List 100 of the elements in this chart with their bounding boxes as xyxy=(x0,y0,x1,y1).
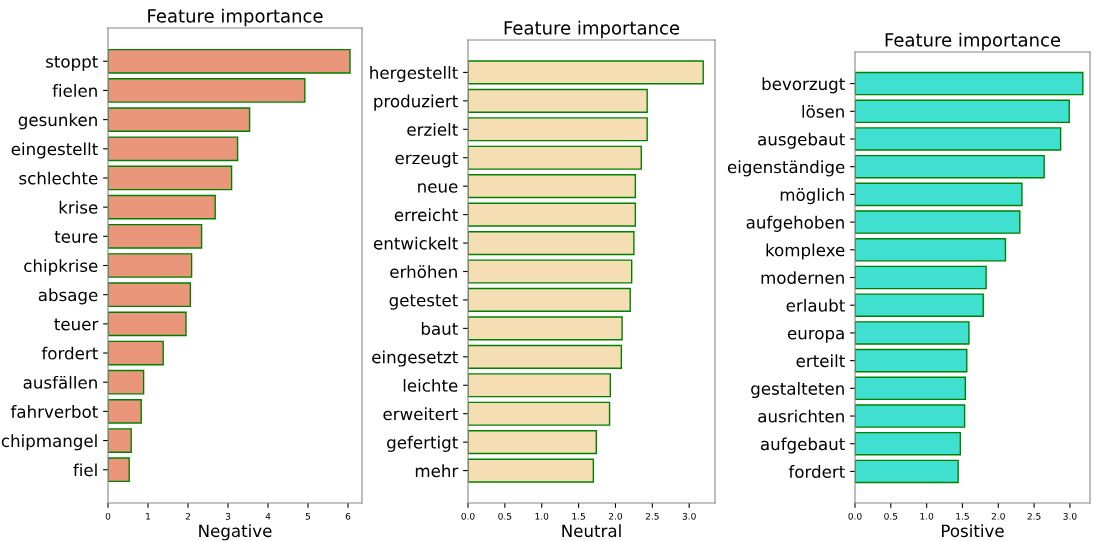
y-tick-label: fordert xyxy=(41,346,98,360)
y-tick-label: fiel xyxy=(73,463,97,477)
bar xyxy=(855,154,1045,179)
y-tick-label: stoppt xyxy=(46,55,98,72)
y-tick-label: erzeugt xyxy=(395,152,458,168)
y-tick-label: erzielt xyxy=(407,122,458,136)
y-tick-label: komplexe xyxy=(766,243,845,260)
x-tick-label: 3.0 xyxy=(1063,512,1077,520)
y-tick-label: ausfällen xyxy=(23,375,97,389)
x-tick-label: 2.0 xyxy=(608,512,623,520)
x-tick-label: 2.5 xyxy=(1027,512,1041,520)
chart-title: Feature importance xyxy=(885,32,1061,51)
x-tick-label: 4 xyxy=(265,513,271,520)
bar xyxy=(468,373,611,398)
y-tick-label: baut xyxy=(421,322,458,335)
bar xyxy=(468,230,635,256)
bar xyxy=(468,117,648,142)
bar xyxy=(468,458,595,483)
y-tick-label: schlechte xyxy=(19,171,98,185)
bar xyxy=(468,430,597,455)
bar xyxy=(108,253,193,278)
y-tick-label: absage xyxy=(38,288,98,305)
y-tick-label: eigenständige xyxy=(727,160,845,177)
bar xyxy=(468,202,637,227)
bar xyxy=(468,401,611,426)
bar xyxy=(108,428,132,453)
bar xyxy=(855,459,959,484)
bar xyxy=(108,194,216,220)
x-tick-label: 3 xyxy=(225,512,231,520)
y-tick-label: ausrichten xyxy=(758,409,844,423)
x-tick-label: 0.0 xyxy=(848,512,862,520)
bar xyxy=(855,348,968,373)
y-tick-label: neue xyxy=(418,183,458,193)
x-tick-label: 2 xyxy=(185,512,190,520)
y-tick-label: ausgebaut xyxy=(758,132,845,149)
y-tick-label: mehr xyxy=(415,464,459,478)
chart-title: Feature importance xyxy=(504,20,680,39)
y-tick-label: aufgebaut xyxy=(760,437,845,454)
y-tick-label: krise xyxy=(59,200,98,214)
y-tick-label: teuer xyxy=(54,318,99,331)
y-tick-label: hergestellt xyxy=(370,66,458,83)
bar xyxy=(468,174,637,199)
x-tick-label: 1.0 xyxy=(920,512,934,520)
y-tick-label: erreicht xyxy=(394,208,458,222)
bar xyxy=(108,48,351,74)
x-axis-title: Negative xyxy=(199,524,272,541)
x-tick-label: 1.5 xyxy=(956,513,969,520)
y-tick-label: teure xyxy=(54,230,98,243)
y-tick-label: gestalteten xyxy=(751,381,844,399)
bar xyxy=(108,369,145,395)
y-tick-label: erhöhen xyxy=(390,265,457,279)
y-tick-label: produziert xyxy=(374,94,458,111)
bar xyxy=(468,145,642,170)
bar xyxy=(108,340,164,366)
bar xyxy=(108,165,233,191)
bar xyxy=(108,457,130,483)
x-tick-label: 1.0 xyxy=(535,512,549,520)
y-tick-label: chipkrise xyxy=(24,259,98,276)
bar xyxy=(108,107,251,132)
x-tick-label: 6 xyxy=(345,512,351,520)
x-tick-label: 2.0 xyxy=(991,512,1005,520)
bar xyxy=(855,99,1070,124)
bar xyxy=(855,376,967,401)
bar xyxy=(108,136,239,162)
x-tick-label: 2.5 xyxy=(645,512,659,520)
y-tick-label: erlaubt xyxy=(786,298,845,312)
y-tick-label: fahrverbot xyxy=(10,405,98,418)
bar xyxy=(855,238,1007,262)
bar xyxy=(108,78,306,103)
bar xyxy=(855,210,1021,234)
y-tick-label: möglich xyxy=(780,188,844,205)
y-tick-label: fordert xyxy=(788,465,845,478)
x-tick-label: 3.0 xyxy=(682,512,696,520)
bar xyxy=(468,259,633,284)
y-tick-label: gefertigt xyxy=(387,435,458,452)
y-tick-label: erweitert xyxy=(383,407,458,421)
bar xyxy=(468,287,631,313)
bar xyxy=(468,88,648,113)
bar xyxy=(468,344,623,369)
x-tick-label: 1.5 xyxy=(572,513,585,520)
y-tick-label: modernen xyxy=(761,271,844,285)
y-tick-label: erteilt xyxy=(796,354,845,368)
chart-title: Feature importance xyxy=(148,8,323,27)
y-tick-label: leichte xyxy=(403,378,458,392)
bar xyxy=(108,311,187,337)
y-tick-label: entwickelt xyxy=(373,236,458,250)
bar xyxy=(108,399,142,424)
bar xyxy=(855,71,1084,96)
y-tick-label: chipmangel xyxy=(1,434,97,451)
x-axis-title: Neutral xyxy=(562,524,621,538)
bar xyxy=(468,60,704,85)
x-tick-label: 0.5 xyxy=(884,512,898,520)
bar xyxy=(855,431,962,456)
bar xyxy=(468,316,623,341)
x-tick-label: 0.0 xyxy=(461,512,475,520)
bar xyxy=(855,293,984,317)
y-tick-label: bevorzugt xyxy=(762,77,845,94)
y-tick-label: eingestellt xyxy=(11,142,98,159)
x-axis-title: Positive xyxy=(942,524,1004,538)
y-tick-label: fielen xyxy=(52,84,97,98)
